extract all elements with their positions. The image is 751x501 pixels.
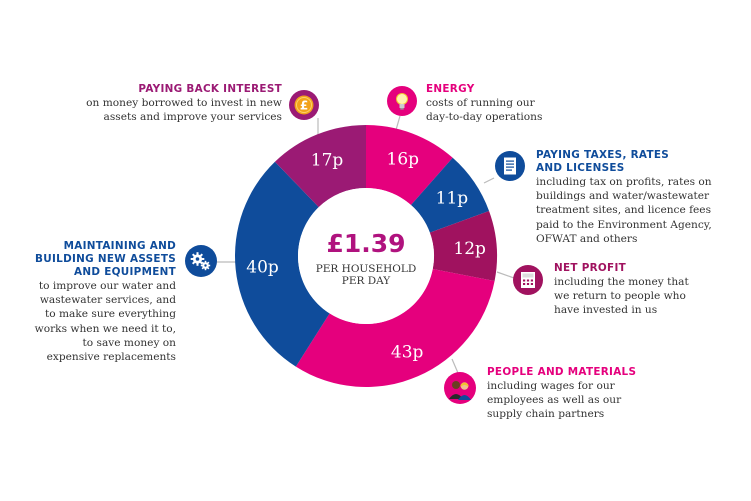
center-amount: £1.39 bbox=[326, 229, 405, 258]
label-interest: PAYING BACK INTEREST on money borrowed t… bbox=[60, 83, 282, 124]
label-energy-desc-1: costs of running our bbox=[426, 97, 535, 109]
label-profit-desc-1: including the money that bbox=[554, 276, 689, 288]
center-line1: PER HOUSEHOLD bbox=[316, 263, 417, 275]
donut-slice-4 bbox=[234, 161, 330, 367]
label-interest-desc-1: on money borrowed to invest in new bbox=[86, 97, 282, 109]
label-taxes-head-1: PAYING TAXES, RATES bbox=[536, 149, 670, 161]
slice-label-3: 43p bbox=[391, 343, 424, 363]
label-assets: MAINTAINING AND BUILDING NEW ASSETS AND … bbox=[20, 240, 176, 364]
label-profit-desc-2: we return to people who bbox=[554, 290, 686, 303]
label-profit-head: NET PROFIT bbox=[554, 262, 627, 274]
label-interest-head: PAYING BACK INTEREST bbox=[138, 83, 282, 95]
label-assets-head-1: MAINTAINING AND bbox=[63, 240, 176, 252]
connector-energy bbox=[395, 115, 401, 131]
gears-icon bbox=[185, 245, 217, 277]
connector-people bbox=[451, 358, 459, 374]
label-people-head: PEOPLE AND MATERIALS bbox=[487, 366, 637, 378]
donut-slice-1 bbox=[411, 157, 490, 233]
slice-value-labels: 16p 11p 12p 43p 40p 17p bbox=[246, 150, 486, 363]
slice-label-5: 17p bbox=[311, 151, 344, 171]
connector-lines bbox=[215, 115, 515, 374]
label-assets-head-3: AND EQUIPMENT bbox=[74, 266, 176, 278]
donut-slices bbox=[234, 125, 497, 387]
label-assets-desc-4: works when we need it to, bbox=[34, 322, 176, 335]
slice-label-2: 12p bbox=[453, 239, 486, 259]
donut-slice-3 bbox=[295, 268, 495, 387]
donut-hole bbox=[298, 188, 434, 324]
lightbulb-icon bbox=[387, 86, 417, 116]
donut-slice-0 bbox=[366, 125, 453, 206]
slice-label-4: 40p bbox=[246, 258, 279, 278]
label-energy-head: ENERGY bbox=[426, 83, 475, 95]
label-taxes-desc-1: including tax on profits, rates on bbox=[536, 176, 712, 188]
label-taxes-desc-2: buildings and water/wastewater bbox=[536, 190, 710, 203]
label-taxes: PAYING TAXES, RATES AND LICENSES includi… bbox=[536, 149, 736, 246]
label-assets-desc-3: to make sure everything bbox=[44, 308, 176, 321]
label-people-desc-2: employees as well as our bbox=[487, 394, 622, 407]
connector-taxes bbox=[483, 177, 495, 184]
people-icon bbox=[444, 372, 476, 404]
donut-slice-5 bbox=[274, 125, 366, 208]
label-taxes-desc-4: paid to the Environment Agency, bbox=[536, 218, 712, 231]
slice-label-0: 16p bbox=[387, 150, 420, 170]
label-taxes-desc-5: OFWAT and others bbox=[536, 232, 638, 245]
label-taxes-head-2: AND LICENSES bbox=[536, 162, 625, 174]
label-assets-desc-1: to improve our water and bbox=[38, 280, 176, 292]
document-icon bbox=[495, 151, 525, 181]
slice-label-1: 11p bbox=[436, 188, 469, 208]
connector-profit bbox=[496, 271, 515, 279]
label-energy: ENERGY costs of running our day-to-day o… bbox=[426, 83, 606, 124]
label-people-desc-1: including wages for our bbox=[487, 380, 615, 392]
label-assets-desc-6: expensive replacements bbox=[46, 351, 176, 364]
label-profit-desc-3: have invested in us bbox=[554, 304, 658, 317]
label-people: PEOPLE AND MATERIALS including wages for… bbox=[487, 366, 687, 422]
svg-text:£: £ bbox=[300, 99, 308, 113]
label-assets-desc-5: to save money on bbox=[82, 336, 176, 349]
label-energy-desc-2: day-to-day operations bbox=[426, 111, 543, 124]
center-line2: PER DAY bbox=[342, 275, 392, 287]
label-interest-desc-2: assets and improve your services bbox=[103, 111, 283, 124]
label-assets-desc-2: wastewater services, and bbox=[39, 294, 176, 307]
label-people-desc-3: supply chain partners bbox=[487, 408, 605, 421]
calculator-icon bbox=[513, 265, 543, 295]
label-assets-head-2: BUILDING NEW ASSETS bbox=[35, 253, 176, 265]
donut-slice-2 bbox=[429, 211, 497, 282]
label-profit: NET PROFIT including the money that we r… bbox=[554, 262, 734, 318]
pound-coin-icon: £ bbox=[289, 90, 319, 120]
label-taxes-desc-3: treatment sites, and licence fees bbox=[536, 204, 712, 217]
